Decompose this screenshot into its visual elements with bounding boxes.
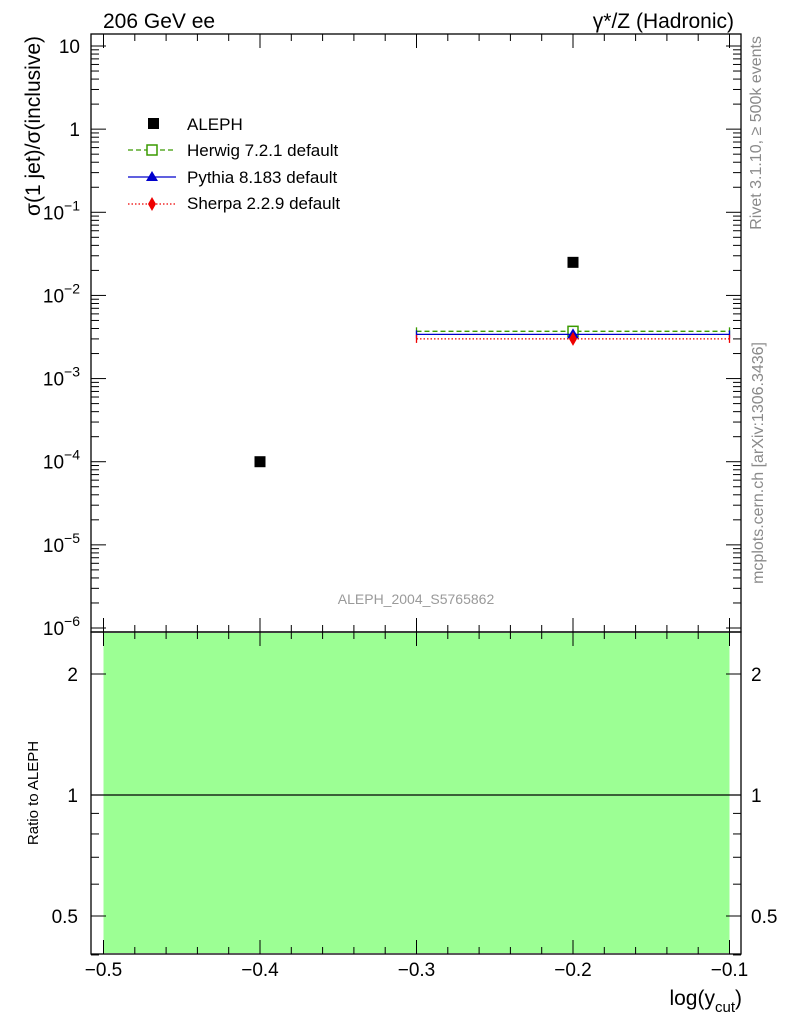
y-tick-label-ratio-left: 2 [67,665,78,686]
y-tick-label-base: 10 [43,203,64,224]
y-tick-label-base: 10 [59,37,80,58]
series-sherpa [415,331,731,346]
y-tick-label-main: 10−5 [43,530,80,557]
legend-marker-pythia [146,171,158,181]
x-axis-label-sub: cut [715,999,736,1016]
y-tick-label-main: 10−4 [43,447,80,474]
y-tick-label-exponent: −5 [64,530,80,546]
series-aleph [254,256,579,468]
legend-marker-herwig [146,144,158,156]
legend-marker-sherpa [148,197,156,211]
axes-layer: −0.5 −0.4 −0.3 −0.2 −0.110110−110−210−310−41… [43,34,777,981]
y-tick-label-base: 10 [43,286,64,307]
mcplots-label: mcplots.cern.ch [arXiv:1306.3436] [750,342,767,584]
y-tick-label-base: 1 [69,120,80,141]
y-tick-label-main: 10−6 [43,613,80,640]
y-tick-label-main: 10 [59,37,80,58]
legend-marker-aleph [148,118,159,129]
main-ylabel: σ(1 jet)/σ(inclusive) [22,36,45,216]
data-point-aleph [567,256,579,268]
y-tick-label-exponent: −4 [64,447,80,463]
mc-marker-sherpa [569,331,577,346]
y-tick-label-exponent: −6 [64,613,80,629]
y-tick-label-base: 10 [43,536,64,557]
x-axis-label: log(ycut) [669,987,742,1016]
y-tick-label-ratio-right: 1 [751,786,762,807]
legend: ALEPH Herwig 7.2.1 default Pythia 8.183 … [128,115,340,213]
y-tick-label-main: 10−2 [43,280,80,307]
legend-label-sherpa: Sherpa 2.2.9 default [187,194,340,213]
y-tick-label-ratio-right: 0.5 [751,907,777,928]
x-tick-label: −0.1 [711,960,749,981]
analysis-id: ALEPH_2004_S5765862 [338,591,495,607]
data-point-aleph [254,456,266,468]
y-tick-label-base: 10 [43,453,64,474]
y-tick-label-ratio-left: 1 [67,786,78,807]
x-tick-label: −0.3 [398,960,436,981]
y-tick-label-base: 10 [43,370,64,391]
x-tick-label: −0.4 [241,960,279,981]
ratio-uncertainty-band [103,633,730,953]
legend-label-herwig: Herwig 7.2.1 default [187,141,338,160]
y-tick-label-main: 10−3 [43,364,80,391]
y-tick-label-main: 10−1 [43,197,80,224]
y-tick-label-main: 1 [69,120,80,141]
ratio-band-layer [103,633,730,953]
x-axis-label-close: ) [735,987,742,1010]
y-tick-label-exponent: −3 [64,364,80,380]
x-tick-label: −0.2 [554,960,592,981]
x-tick-label: −0.5 [85,960,123,981]
header-right: γ*/Z (Hadronic) [593,10,734,33]
y-tick-label-base: 10 [43,619,64,640]
legend-label-pythia: Pythia 8.183 default [187,168,338,187]
y-tick-label-exponent: −2 [64,280,80,296]
rivet-version-label: Rivet 3.1.10, ≥ 500k events [748,36,765,230]
header-left: 206 GeV ee [103,10,215,33]
series-layer [254,256,731,468]
y-tick-label-ratio-right: 2 [751,665,762,686]
y-tick-label-ratio-left: 0.5 [52,907,78,928]
y-tick-label-exponent: −1 [64,197,80,213]
legend-label-aleph: ALEPH [187,115,243,134]
x-axis-label-base: log(y [669,987,715,1010]
ratio-ylabel: Ratio to ALEPH [25,741,42,845]
